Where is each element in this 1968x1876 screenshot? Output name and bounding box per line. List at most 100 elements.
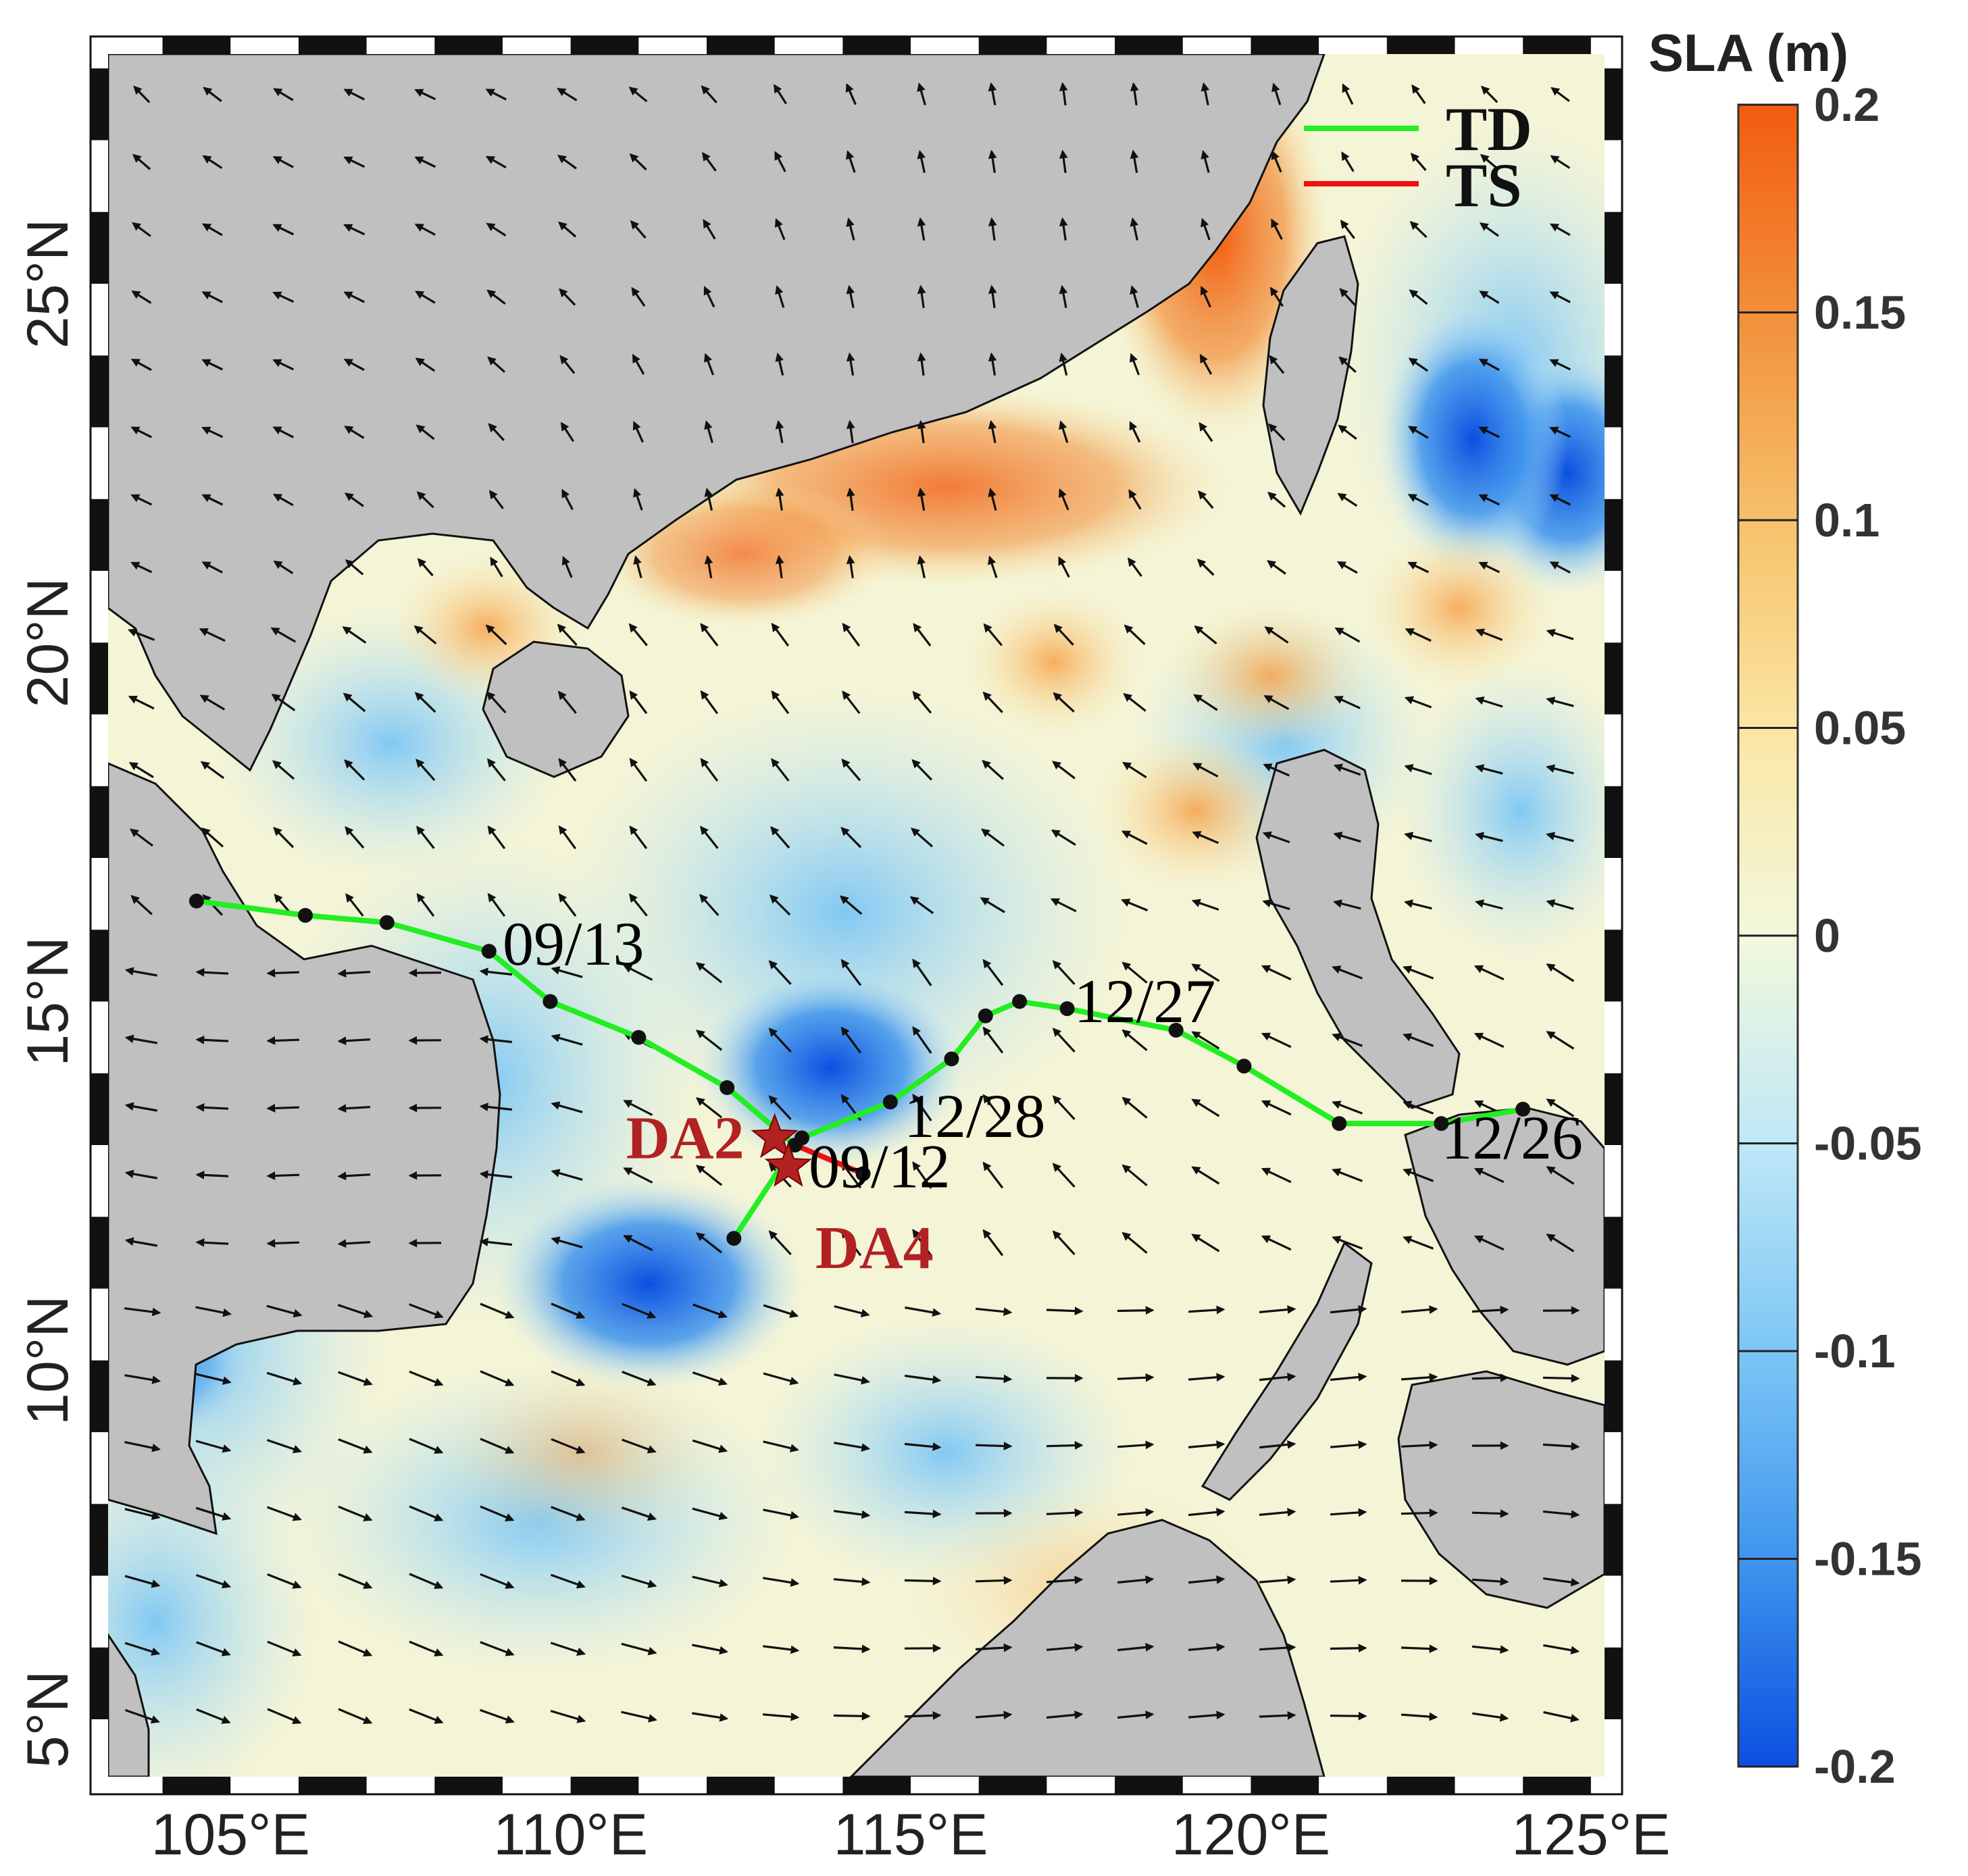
wind-vector	[988, 284, 997, 309]
frame-stripe	[91, 499, 108, 571]
wind-vector	[414, 290, 436, 304]
wind-vector	[768, 960, 792, 985]
wind-vector	[763, 1304, 799, 1318]
wind-vector	[1473, 965, 1505, 981]
wind-vector	[771, 758, 790, 782]
wind-vector	[1117, 1440, 1155, 1450]
wind-vector	[1471, 1509, 1509, 1518]
frame-stripe	[570, 1777, 639, 1794]
wind-vector	[983, 623, 1003, 647]
wind-vector	[272, 493, 294, 507]
wind-vector	[1410, 152, 1427, 172]
wind-vector	[1046, 1575, 1084, 1585]
wind-vector	[1549, 359, 1571, 371]
wind-vector	[1334, 696, 1361, 709]
wind-vector	[695, 1097, 723, 1119]
track-point	[188, 893, 204, 909]
wind-vector	[486, 758, 506, 782]
wind-vector	[1201, 218, 1211, 240]
wind-vector	[557, 88, 578, 101]
wind-vector	[1546, 628, 1574, 640]
wind-vector	[763, 1577, 800, 1587]
wind-vector	[559, 355, 576, 374]
wind-vector	[904, 1374, 942, 1384]
frame-stripe	[1605, 499, 1622, 571]
wind-vector	[124, 1034, 157, 1044]
wind-vector	[409, 1708, 444, 1724]
wind-vector	[342, 626, 367, 644]
wind-vector	[621, 1506, 657, 1521]
wind-vector	[1261, 1235, 1292, 1251]
frame-stripe	[162, 1777, 231, 1794]
wind-vector	[846, 487, 855, 511]
wind-vector	[1130, 149, 1139, 174]
wind-vector	[1549, 426, 1571, 438]
wind-vector	[1264, 626, 1289, 644]
track-point	[855, 1166, 871, 1182]
wind-vector	[124, 967, 157, 977]
wind-vector	[1052, 1230, 1076, 1255]
wind-vector	[1543, 1644, 1580, 1655]
frame-stripe	[91, 1504, 108, 1576]
wind-vector	[1050, 898, 1077, 913]
wind-vector	[1401, 1712, 1438, 1721]
wind-vector	[840, 1026, 862, 1054]
wind-vector	[1334, 627, 1361, 643]
wind-vector	[703, 286, 715, 308]
wind-vector	[1475, 764, 1503, 775]
wind-vector	[846, 420, 855, 444]
track-date-label: 09/12	[809, 1132, 951, 1201]
wind-vector	[1549, 494, 1571, 506]
wind-vector	[1332, 1168, 1363, 1182]
x-tick-label: 110°E	[493, 1802, 648, 1867]
wind-vector	[490, 557, 503, 578]
wind-vector	[479, 1238, 513, 1246]
wind-vector	[480, 1370, 515, 1387]
y-tick-label: 5°N	[16, 1671, 80, 1768]
wind-vector	[1546, 1234, 1575, 1252]
wind-vector	[1259, 1305, 1296, 1314]
wind-vector	[270, 627, 297, 643]
wind-vector	[201, 426, 224, 438]
wind-vector	[195, 1035, 229, 1044]
frame-stripe	[1115, 36, 1183, 54]
wind-vector	[912, 1026, 932, 1054]
wind-vector	[488, 490, 504, 509]
wind-vector	[551, 1438, 586, 1454]
wind-vector	[272, 426, 295, 438]
track-point	[882, 1094, 898, 1110]
wind-vector	[1337, 492, 1358, 507]
frame-stripe	[91, 1217, 108, 1289]
wind-vector	[267, 1573, 302, 1589]
wind-vector	[700, 623, 719, 647]
wind-vector	[551, 1506, 586, 1521]
wind-vector	[266, 1036, 300, 1045]
wind-vector	[1188, 1305, 1226, 1315]
frame-stripe	[1605, 930, 1622, 1002]
wind-vector	[1259, 1440, 1296, 1449]
wind-vector	[988, 488, 997, 511]
wind-vector	[1259, 1643, 1296, 1652]
wind-vector	[1052, 1028, 1076, 1053]
frame-stripe	[298, 36, 367, 54]
wind-vector	[1129, 421, 1141, 443]
wind-vector	[479, 1035, 513, 1044]
wind-vector	[621, 1642, 657, 1656]
wind-vector	[417, 557, 434, 577]
wind-vector	[917, 420, 926, 444]
wind-vector	[124, 1642, 161, 1656]
wind-vector	[1401, 1440, 1438, 1450]
wind-vector	[695, 1165, 723, 1186]
wind-vector	[695, 1030, 723, 1051]
wind-vector	[842, 690, 861, 714]
wind-vector	[692, 1644, 729, 1655]
wind-vector	[557, 690, 577, 714]
wind-vector	[1194, 625, 1217, 644]
wind-vector	[909, 896, 934, 915]
wind-vector	[846, 352, 855, 376]
wind-vector	[630, 220, 647, 239]
wind-vector	[1046, 1441, 1084, 1450]
wind-vector	[1411, 84, 1426, 105]
track-point	[978, 1008, 993, 1023]
wind-vector	[337, 1304, 374, 1319]
